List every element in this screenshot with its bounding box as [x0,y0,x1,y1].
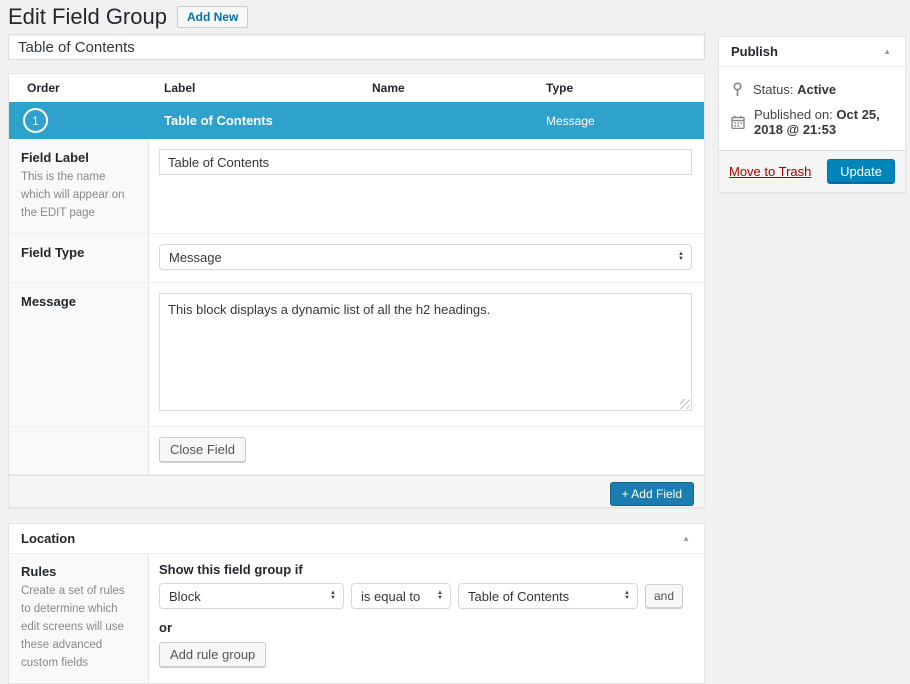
sidebar-column: Publish ▲ Status: Active [718,36,906,193]
location-panel-title: Location [21,531,76,547]
rules-title: Rules [21,564,57,580]
rule-operator-select[interactable]: is equal to ▲ ▼ [351,583,451,610]
column-header-name: Name [372,81,405,95]
field-label-input[interactable] [159,149,692,175]
field-label-setting-description: This is the name which will appear on th… [21,171,125,219]
add-rule-group-button[interactable]: Add rule group [159,642,267,668]
close-field-row: Close Field [9,427,704,476]
publish-panel-header: Publish ▲ [719,37,905,67]
add-new-button[interactable]: Add New [176,5,249,28]
fields-table-header: Order Label Name Type [9,74,704,102]
pin-status-icon [731,82,744,97]
message-setting-row: Message This block displays a dynamic li… [9,283,704,428]
field-group-title-input[interactable] [8,34,705,60]
fields-panel-footer: + Add Field [9,475,704,508]
published-on-value: Oct 25, 2018 @ 21:53 [754,107,880,137]
move-to-trash-link[interactable]: Move to Trash [729,164,812,179]
select-updown-icon: ▲ ▼ [624,590,630,602]
update-button[interactable]: Update [827,159,895,184]
published-on-label: Published on: [754,107,833,122]
published-on-row: Published on: Oct 25, 2018 @ 21:53 [731,107,893,137]
select-updown-icon: ▲ ▼ [437,590,443,602]
select-updown-icon: ▲ ▼ [330,590,336,602]
column-header-order: Order [27,81,60,95]
field-type-setting-title: Field Type [21,245,85,261]
collapse-panel-icon[interactable]: ▲ [682,534,690,544]
column-header-label: Label [164,81,196,95]
page-title: Edit Field Group [8,3,167,29]
rule-operator-value: is equal to [361,588,421,604]
select-updown-icon: ▲ ▼ [678,251,684,263]
column-header-type: Type [546,81,574,95]
field-type-setting-row: Field Type Message ▲ ▼ [9,234,704,284]
rule-param-select[interactable]: Block ▲ ▼ [159,583,344,610]
message-textarea[interactable]: This block displays a dynamic list of al… [159,293,692,412]
or-label: or [159,620,172,636]
location-panel-header: Location ▲ [9,524,704,555]
field-type-select[interactable]: Message ▲ ▼ [159,244,692,271]
status-value: Active [797,82,837,97]
location-panel: Location ▲ Rules Create a set of rules t… [8,523,705,684]
calendar-icon [731,115,745,129]
close-field-button[interactable]: Close Field [159,437,247,463]
rule-param-value: Block [169,588,201,604]
field-label-setting-row: Field Label This is the name which will … [9,139,704,235]
rules-description: Create a set of rules to determine which… [21,585,125,669]
publish-panel: Publish ▲ Status: Active [718,36,906,193]
field-row-type: Message [546,113,595,128]
add-field-button[interactable]: + Add Field [609,482,694,507]
main-column: Edit Field Group Add New Order Label Nam… [8,0,705,684]
publish-panel-title: Publish [731,44,778,59]
table-row[interactable]: 1 Table of Contents Message [9,102,704,139]
field-label-setting-title: Field Label [21,150,89,165]
field-type-select-value: Message [169,249,222,265]
message-setting-title: Message [21,294,76,310]
fields-panel: Order Label Name Type 1 Table of Content… [8,73,705,509]
and-rule-button[interactable]: and [645,584,684,609]
field-order-badge[interactable]: 1 [23,108,48,133]
show-if-label: Show this field group if [159,562,303,578]
publish-panel-footer: Move to Trash Update [719,150,905,192]
page-header: Edit Field Group Add New [8,0,705,29]
status-label: Status: [753,82,794,97]
status-row: Status: Active [731,82,893,97]
field-row-label: Table of Contents [164,113,273,128]
collapse-panel-icon[interactable]: ▲ [883,47,891,56]
rule-value-value: Table of Contents [468,588,570,604]
